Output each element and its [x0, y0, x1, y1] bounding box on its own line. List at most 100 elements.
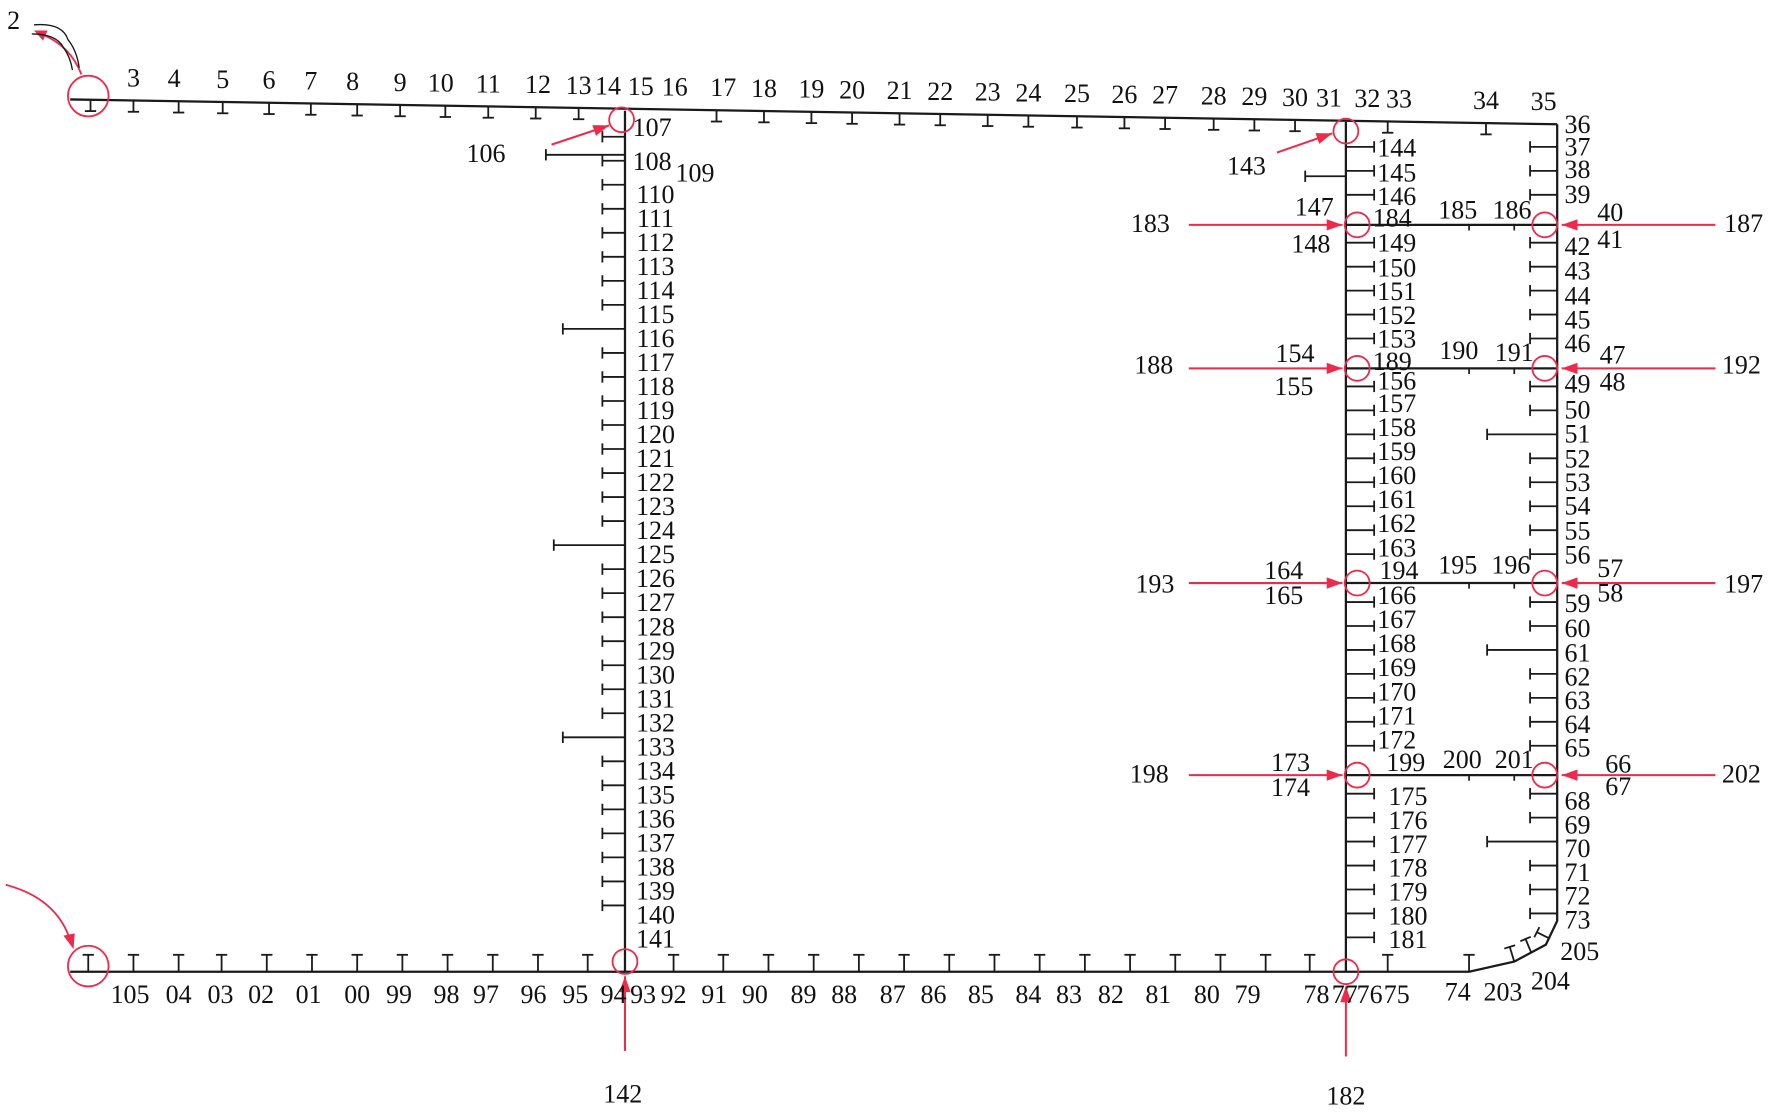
node-label: 148	[1291, 230, 1330, 259]
node-label: 75	[1384, 980, 1410, 1009]
node-label: 138	[636, 852, 675, 881]
node-label: 29	[1241, 82, 1267, 111]
load-arrow-106-head	[592, 125, 610, 136]
node-label: 6	[263, 66, 276, 95]
node-label: 204	[1531, 966, 1570, 995]
node-label: 37	[1565, 132, 1591, 161]
node-label: 174	[1271, 773, 1310, 802]
node-labels: 23 4 5 6 7 8 9 10 11 12 13 14 15 16 17 18 19 20 21 22 23 24 25…	[7, 6, 1763, 1111]
node-label: 8	[346, 67, 359, 96]
node-label: 65	[1565, 734, 1591, 763]
node-label: 89	[791, 980, 817, 1009]
node-label: 188	[1134, 350, 1173, 379]
node-label: 14	[595, 71, 621, 100]
node-label: 193	[1135, 570, 1174, 599]
node-circle-marker	[608, 106, 635, 134]
node-label: 167	[1377, 605, 1416, 634]
node-label: 61	[1565, 639, 1591, 668]
node-label: 120	[636, 420, 675, 449]
node-label: 16	[662, 72, 688, 101]
node-label: 98	[433, 980, 459, 1009]
node-label: 54	[1565, 492, 1591, 521]
node-label: 135	[636, 780, 675, 809]
node-label: 198	[1130, 760, 1169, 789]
node-label: 52	[1565, 444, 1591, 473]
node-label: 46	[1565, 329, 1591, 358]
node-label: 129	[636, 636, 675, 665]
node-label: 97	[473, 980, 499, 1009]
node-label: 117	[636, 348, 674, 377]
node-label: 10	[428, 69, 454, 98]
node-label: 26	[1111, 80, 1137, 109]
load-arrow-left-head	[1326, 219, 1343, 231]
node-label: 181	[1389, 925, 1428, 954]
node-label: 143	[1227, 152, 1266, 181]
load-arrow-right-head	[1561, 362, 1578, 375]
node-label: 126	[636, 564, 675, 593]
node-label: 116	[636, 324, 674, 353]
node-label: 182	[1326, 1082, 1365, 1111]
node-label: 183	[1131, 209, 1170, 238]
node-label: 01	[296, 980, 322, 1009]
node-label: 153	[1377, 324, 1416, 353]
node-label: 47	[1600, 340, 1626, 369]
node-label: 142	[603, 1079, 642, 1108]
node-label: 17	[710, 73, 736, 102]
node-circle-marker	[1343, 761, 1371, 789]
node-circle-marker	[1531, 761, 1559, 789]
node-label: 163	[1377, 533, 1416, 562]
curved-arrow-bottom	[5, 883, 72, 941]
node-label: 144	[1377, 134, 1416, 163]
node-label: 155	[1274, 372, 1313, 401]
node-label: 124	[636, 516, 675, 545]
node-label: 175	[1389, 782, 1428, 811]
node-label: 123	[636, 492, 675, 521]
node-label: 162	[1377, 509, 1416, 538]
node-label: 73	[1565, 905, 1591, 934]
node-label: 194	[1380, 556, 1419, 585]
node-label: 18	[751, 74, 777, 103]
load-arrow-143-head	[1315, 133, 1333, 144]
node-label: 56	[1565, 540, 1591, 569]
node-label: 180	[1389, 901, 1428, 930]
chine-stiffener-cap	[1519, 935, 1532, 942]
node-label: 196	[1491, 550, 1530, 579]
node-label: 2	[7, 6, 20, 35]
node-circle-marker	[1531, 211, 1559, 239]
node-label: 00	[344, 980, 370, 1009]
node-label: 15	[628, 72, 654, 101]
node-label: 191	[1495, 338, 1534, 367]
node-label: 35	[1531, 87, 1557, 116]
node-label: 165	[1264, 581, 1303, 610]
node-label: 60	[1565, 614, 1591, 643]
node-label: 178	[1389, 854, 1428, 883]
node-label: 71	[1565, 858, 1591, 887]
node-label: 171	[1377, 701, 1416, 730]
node-label: 179	[1389, 877, 1428, 906]
node-label: 66	[1605, 749, 1631, 778]
node-label: 82	[1098, 980, 1124, 1009]
node-label: 133	[636, 732, 675, 761]
node-label: 177	[1389, 830, 1428, 859]
node-label: 4	[168, 64, 181, 93]
node-label: 172	[1377, 725, 1416, 754]
node-label: 173	[1271, 748, 1310, 777]
node-label: 118	[636, 372, 674, 401]
chine-stiffener-cap	[1504, 944, 1516, 950]
node-label: 202	[1722, 760, 1761, 789]
node-label: 02	[248, 980, 274, 1009]
node-label: 187	[1724, 209, 1763, 238]
node-label: 64	[1565, 710, 1591, 739]
node-label: 80	[1194, 980, 1220, 1009]
load-arrow-right-head	[1561, 219, 1578, 231]
node-label: 9	[394, 68, 407, 97]
node-label: 132	[636, 708, 675, 737]
node-label: 83	[1056, 980, 1082, 1009]
node-circle-marker	[67, 74, 110, 118]
curved-arrow-bottom-head	[63, 933, 75, 950]
node-label: 63	[1565, 686, 1591, 715]
node-label: 33	[1386, 85, 1412, 114]
node-label: 55	[1565, 517, 1591, 546]
node-label: 185	[1438, 196, 1477, 225]
